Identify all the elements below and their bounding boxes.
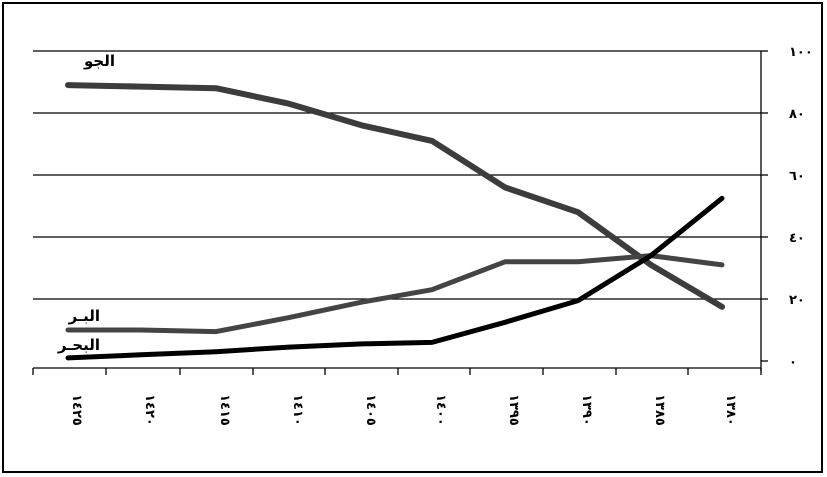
y-tick-label: ٤٠ <box>789 231 805 246</box>
x-tick-label: ١٤٠٥ <box>363 394 378 426</box>
x-tick-label: ١٣٩٥ <box>506 394 521 426</box>
series-line-0 <box>65 82 725 310</box>
series-line-1 <box>65 253 725 335</box>
x-tick-label: ١٤٠٠ <box>433 394 448 426</box>
series-label-0: الجو <box>83 52 115 70</box>
y-tick-label: ٢٠ <box>789 293 805 308</box>
y-tick-label: ٦٠ <box>789 169 805 184</box>
x-tick-label: ١٤٢٥ <box>69 394 84 426</box>
x-tick-label: ١٤٢٠ <box>142 394 157 426</box>
x-tick-label: ١٣٨٠ <box>723 394 738 426</box>
y-tick-label: ٠ <box>789 355 797 370</box>
x-tick-label: ١٤١٥ <box>217 394 232 426</box>
y-tick-label: ١٠٠ <box>789 45 813 60</box>
x-tick-label: ١٣٩٠ <box>579 394 594 426</box>
x-tick-label: ١٤١٠ <box>290 394 305 426</box>
y-tick-label: ٨٠ <box>789 107 805 122</box>
series-label-2: البحـر <box>57 336 100 354</box>
series-line-2 <box>65 195 725 361</box>
x-tick-label: ١٣٨٥ <box>652 394 667 426</box>
series-label-1: البـر <box>68 307 100 325</box>
